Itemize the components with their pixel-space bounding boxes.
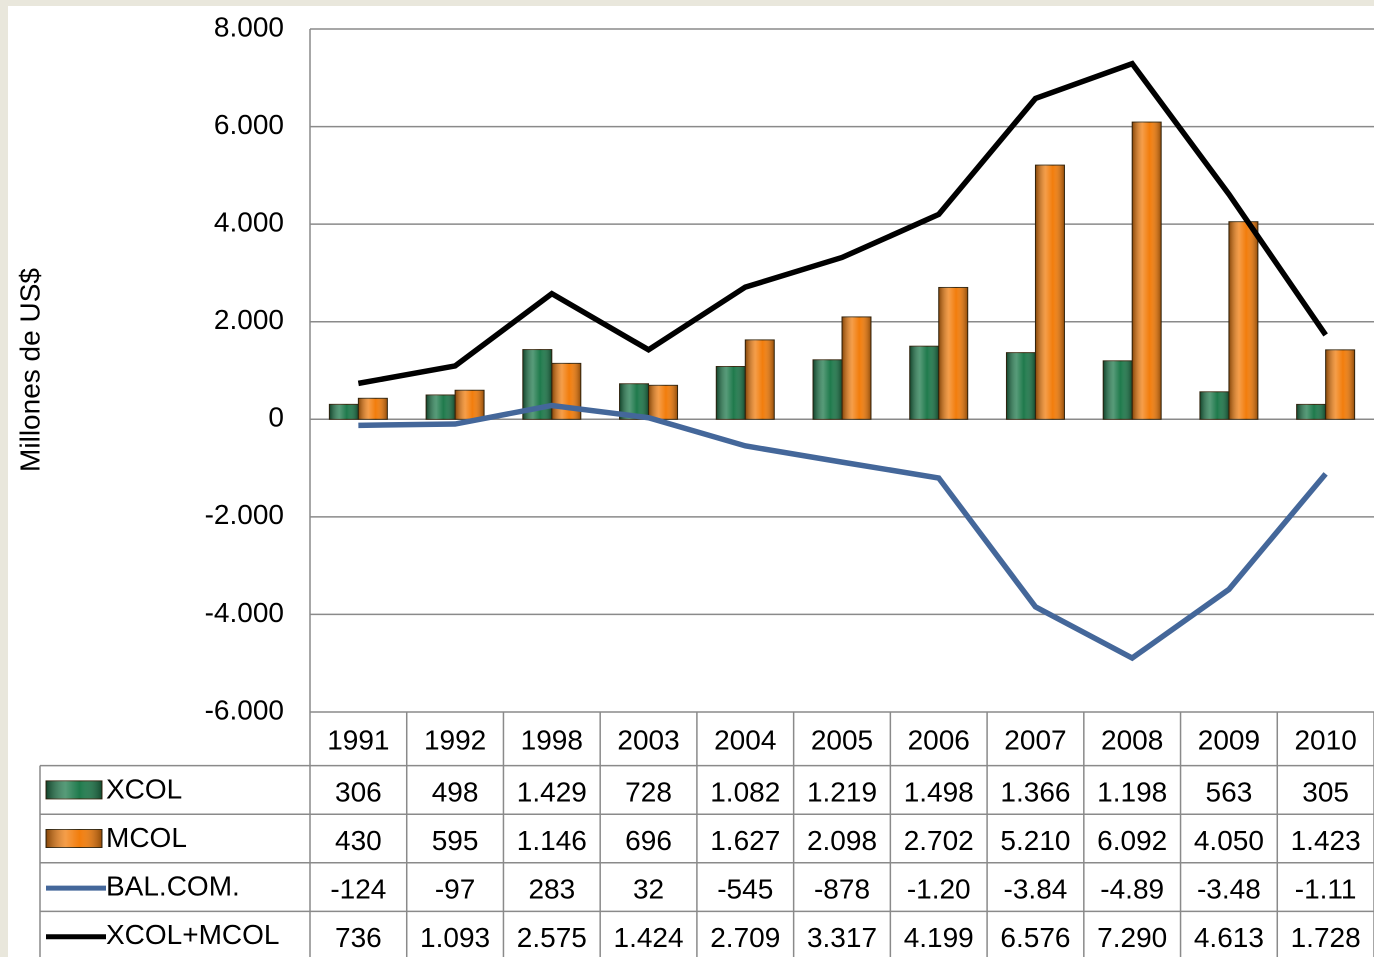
- x-tick-label: 1992: [424, 724, 486, 755]
- y-tick-label: 2.000: [214, 304, 284, 335]
- bar-shade: [1325, 349, 1355, 420]
- x-tick-label: 2006: [908, 724, 970, 755]
- table-value: 736: [335, 922, 382, 953]
- table-value: 6.576: [1000, 922, 1070, 953]
- x-tick-label: 2004: [714, 724, 776, 755]
- bar-shade: [938, 287, 968, 420]
- x-tick-label: 2009: [1198, 724, 1260, 755]
- table-value: -545: [717, 873, 773, 904]
- y-tick-label: -6.000: [205, 694, 284, 725]
- x-tick-label: 2010: [1294, 724, 1356, 755]
- table-value: 4.613: [1194, 922, 1264, 953]
- legend-label: XCOL: [106, 773, 182, 804]
- table-value: 1.627: [710, 825, 780, 856]
- x-tick-label: 1998: [521, 724, 583, 755]
- table-value: -878: [814, 873, 870, 904]
- table-value: 305: [1302, 776, 1349, 807]
- bar-shade: [455, 390, 485, 420]
- bar-shade: [1199, 391, 1229, 420]
- table-value: 2.575: [517, 922, 587, 953]
- table-value: 306: [335, 776, 382, 807]
- table-value: 4.050: [1194, 825, 1264, 856]
- table-value: -97: [435, 873, 475, 904]
- table-value: 498: [432, 776, 479, 807]
- legend-label: BAL.COM.: [106, 870, 240, 901]
- table-value: 2.702: [904, 825, 974, 856]
- table-value: -1.11: [1295, 873, 1357, 904]
- table-value: 595: [432, 825, 479, 856]
- legend-label: MCOL: [106, 822, 187, 853]
- bar-shade: [813, 359, 842, 420]
- y-tick-label: -4.000: [205, 597, 284, 628]
- table-value: -3.48: [1197, 873, 1261, 904]
- table-value: 1.198: [1097, 776, 1167, 807]
- table-value: 6.092: [1097, 825, 1167, 856]
- table-value: 1.429: [517, 776, 587, 807]
- bar-shade: [1103, 360, 1133, 420]
- bar-shade: [842, 316, 871, 420]
- y-tick-label: 4.000: [214, 207, 284, 238]
- bar-shade: [716, 366, 746, 420]
- table-value: 7.290: [1097, 922, 1167, 953]
- bar-shade: [1228, 221, 1258, 420]
- x-tick-label: 2007: [1004, 724, 1066, 755]
- bar-shade: [1006, 352, 1036, 420]
- bar-shade: [329, 404, 359, 420]
- table-value: 728: [625, 776, 672, 807]
- table-value: 1.728: [1291, 922, 1361, 953]
- bar-shade: [1035, 165, 1065, 420]
- table-value: -1.20: [907, 873, 971, 904]
- line-series: [357, 60, 1328, 387]
- x-tick-label: 2003: [617, 724, 679, 755]
- table-value: 1.146: [517, 825, 587, 856]
- table-value: 3.317: [807, 922, 877, 953]
- y-tick-label: 6.000: [214, 109, 284, 140]
- table-value: -124: [330, 873, 386, 904]
- table-value: 1.219: [807, 776, 877, 807]
- x-tick-label: 2008: [1101, 724, 1163, 755]
- table-value: 4.199: [904, 922, 974, 953]
- y-tick-label: 0: [268, 402, 284, 433]
- y-axis-label: Millones de US$: [14, 268, 45, 472]
- bar-shade: [1296, 404, 1326, 420]
- table-value: 2.098: [807, 825, 877, 856]
- bar-shade: [358, 398, 388, 420]
- x-tick-label: 1991: [327, 724, 389, 755]
- table-value: 1.498: [904, 776, 974, 807]
- bar-shade: [745, 339, 775, 420]
- legend-key-shade: [46, 780, 102, 799]
- y-tick-label: -2.000: [205, 499, 284, 530]
- table-value: 563: [1206, 776, 1253, 807]
- table-value: 32: [633, 873, 664, 904]
- table-value: -4.89: [1100, 873, 1164, 904]
- table-value: 1.424: [614, 922, 684, 953]
- table-value: 1.082: [710, 776, 780, 807]
- table-value: -3.84: [1004, 873, 1068, 904]
- y-tick-label: 8.000: [214, 11, 284, 42]
- table-value: 2.709: [710, 922, 780, 953]
- legend-key-shade: [46, 829, 102, 848]
- table-value: 1.093: [420, 922, 490, 953]
- bar-shade: [426, 394, 456, 420]
- table-value: 430: [335, 825, 382, 856]
- legend-label: XCOL+MCOL: [106, 919, 280, 950]
- bar-shade: [909, 346, 939, 420]
- bar-shade: [1132, 122, 1162, 420]
- bar-shade: [648, 385, 678, 420]
- table-value: 1.423: [1291, 825, 1361, 856]
- table-value: 283: [528, 873, 575, 904]
- line-series: [358, 402, 1328, 662]
- table-value: 5.210: [1000, 825, 1070, 856]
- table-value: 1.366: [1000, 776, 1070, 807]
- table-value: 696: [625, 825, 672, 856]
- x-tick-label: 2005: [811, 724, 873, 755]
